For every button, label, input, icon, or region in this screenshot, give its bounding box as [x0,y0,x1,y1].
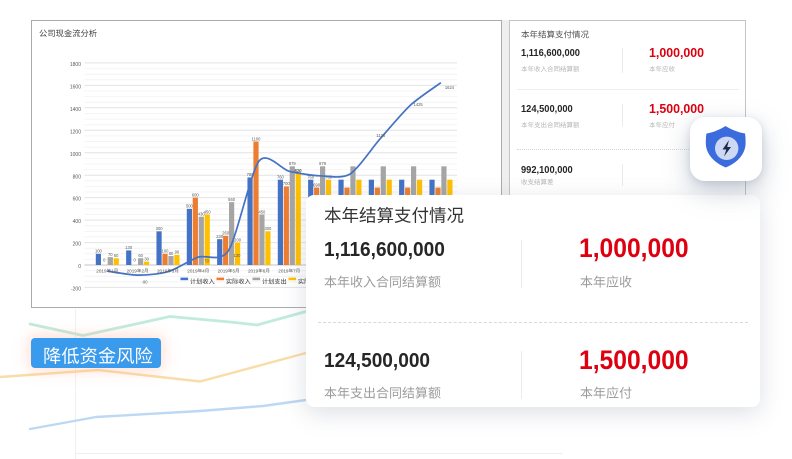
svg-text:2019: 2019 [218,268,229,273]
svg-text:2019: 2019 [157,268,168,273]
svg-text:700: 700 [283,181,291,186]
svg-text:100: 100 [162,249,170,254]
svg-text:450: 450 [258,209,266,214]
svg-text:690: 690 [313,182,321,187]
svg-text:1126: 1126 [376,133,386,138]
svg-text:7: 7 [293,268,296,273]
svg-text:0: 0 [78,264,81,270]
svg-text:1: 1 [111,268,114,273]
svg-text:1800: 1800 [70,62,81,68]
svg-text:6: 6 [263,268,266,273]
svg-text:3: 3 [172,268,175,273]
svg-text:60: 60 [114,253,119,258]
svg-text:100: 100 [95,249,103,254]
svg-text:300: 300 [156,226,164,231]
svg-text:600: 600 [192,192,200,197]
svg-text:820: 820 [295,168,303,173]
svg-text:780: 780 [247,172,255,177]
svg-text:600: 600 [73,197,82,203]
svg-text:430: 430 [198,212,206,217]
svg-text:200: 200 [234,237,242,242]
svg-text:90: 90 [175,250,180,255]
svg-text:1600: 1600 [70,85,81,91]
svg-text:2019: 2019 [278,268,289,273]
svg-text:300: 300 [264,226,272,231]
svg-text:1000: 1000 [70,152,81,158]
svg-text:2019: 2019 [248,268,259,273]
svg-text:800: 800 [73,174,82,180]
svg-text:1425: 1425 [414,102,424,107]
svg-text:4: 4 [202,268,205,273]
svg-text:2019: 2019 [187,268,198,273]
svg-text:200: 200 [73,242,82,248]
svg-text:879: 879 [289,161,297,166]
svg-text:760: 760 [307,175,315,180]
svg-text:760: 760 [277,175,285,180]
svg-text:1100: 1100 [252,136,262,141]
svg-text:1624: 1624 [445,85,455,90]
svg-text:400: 400 [73,219,82,225]
svg-text:500: 500 [186,204,194,209]
svg-text:560: 560 [228,197,236,202]
svg-text:5: 5 [232,268,235,273]
svg-text:-200: -200 [71,287,81,293]
svg-text:230: 230 [216,234,224,239]
svg-text:60: 60 [138,253,143,258]
svg-text:1400: 1400 [70,107,81,113]
svg-text:260: 260 [222,231,230,236]
svg-text:30: 30 [144,256,149,261]
svg-text:826: 826 [294,168,302,173]
svg-text:130: 130 [234,253,242,258]
svg-text:130: 130 [125,245,133,250]
svg-text:0: 0 [103,258,106,263]
svg-text:879: 879 [319,161,327,166]
svg-text:80: 80 [169,251,174,256]
svg-text:0: 0 [134,258,137,263]
svg-text:70: 70 [204,259,209,264]
svg-text:2019: 2019 [127,268,138,273]
svg-text:2: 2 [141,268,144,273]
svg-text:2019: 2019 [96,268,107,273]
svg-text:450: 450 [204,209,212,214]
svg-text:70: 70 [108,252,113,257]
svg-text:1200: 1200 [70,129,81,135]
svg-text:-90: -90 [142,280,149,285]
